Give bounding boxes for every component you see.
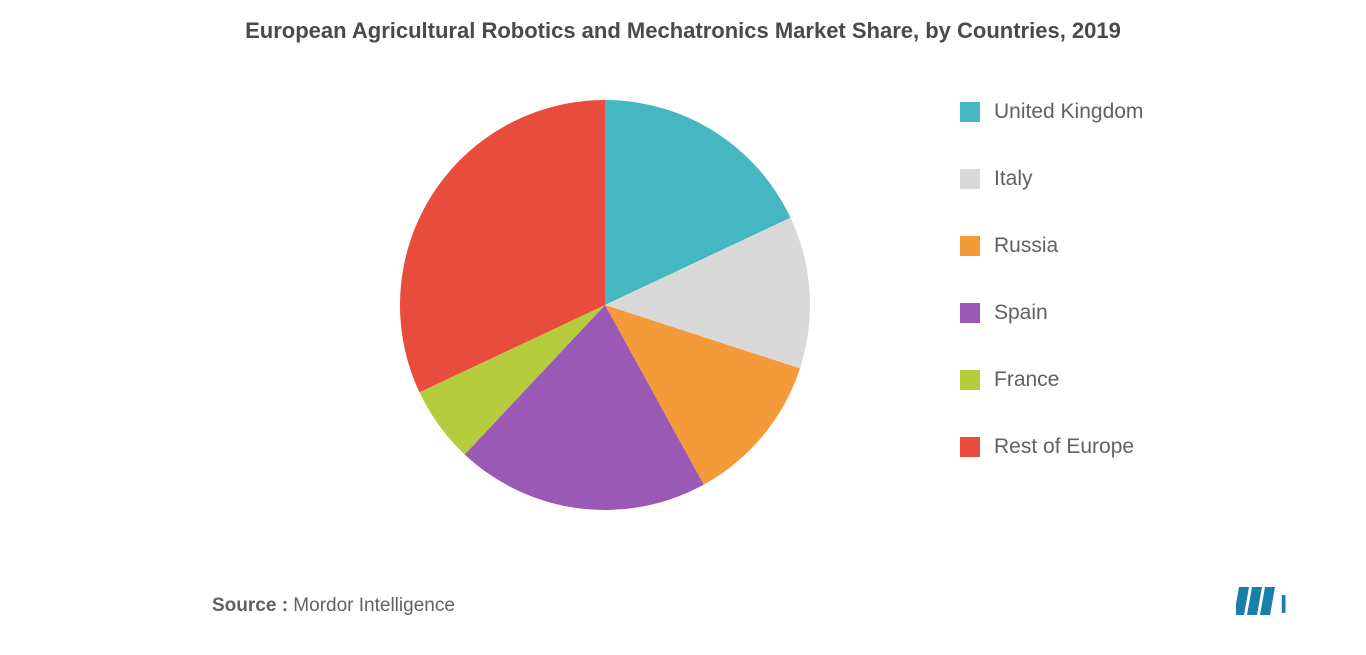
- pie-chart: [395, 95, 815, 520]
- legend-swatch: [960, 437, 980, 457]
- legend-label: Russia: [994, 234, 1058, 258]
- legend-item: Russia: [960, 234, 1143, 258]
- legend-item: France: [960, 368, 1143, 392]
- legend-label: France: [994, 368, 1059, 392]
- legend-swatch: [960, 169, 980, 189]
- legend-item: Italy: [960, 167, 1143, 191]
- legend-swatch: [960, 370, 980, 390]
- legend-label: Rest of Europe: [994, 435, 1134, 459]
- legend-label: Spain: [994, 301, 1048, 325]
- legend-item: United Kingdom: [960, 100, 1143, 124]
- legend-label: Italy: [994, 167, 1033, 191]
- brand-logo: I: [1236, 579, 1318, 628]
- legend-swatch: [960, 303, 980, 323]
- legend-item: Rest of Europe: [960, 435, 1143, 459]
- source-prefix: Source :: [212, 595, 288, 616]
- legend-swatch: [960, 236, 980, 256]
- legend-swatch: [960, 102, 980, 122]
- source-name: Mordor Intelligence: [288, 595, 455, 616]
- legend-label: United Kingdom: [994, 100, 1143, 124]
- source-line: Source : Mordor Intelligence: [212, 595, 455, 617]
- chart-title: European Agricultural Robotics and Mecha…: [0, 18, 1366, 44]
- svg-text:I: I: [1280, 589, 1287, 619]
- legend: United Kingdom Italy Russia Spain France Rest…: [960, 100, 1143, 459]
- legend-item: Spain: [960, 301, 1143, 325]
